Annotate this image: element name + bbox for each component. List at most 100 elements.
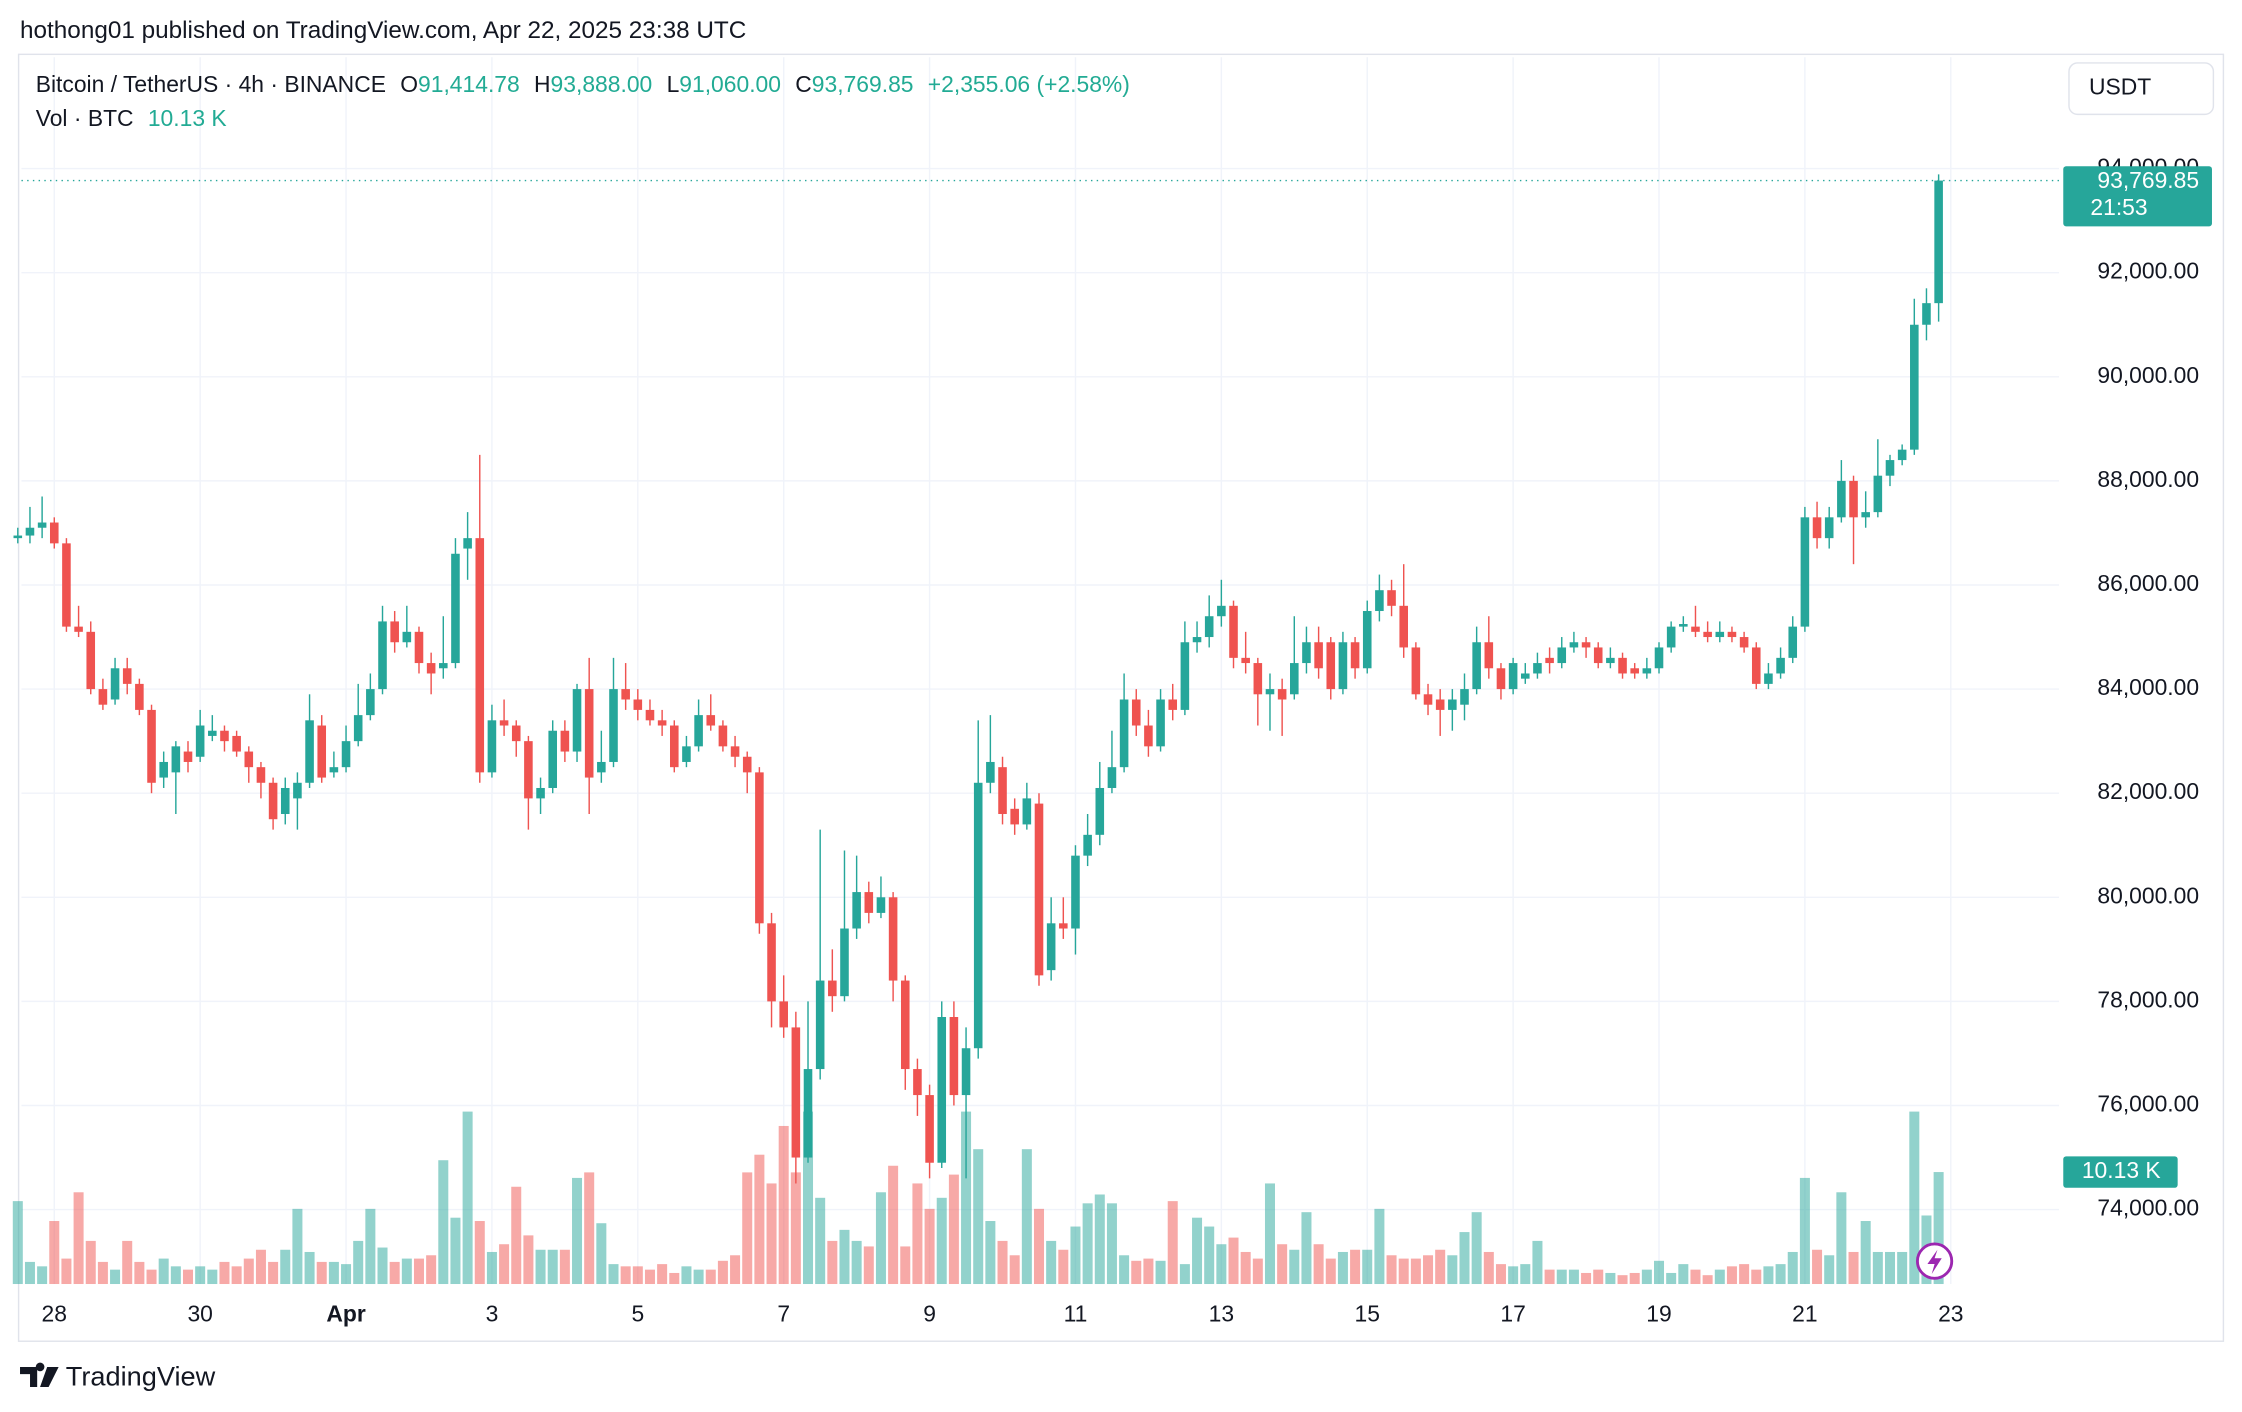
volume-bar <box>766 1183 777 1285</box>
volume-bar <box>1508 1266 1519 1285</box>
volume-bar <box>875 1192 886 1285</box>
volume-bar <box>24 1261 35 1285</box>
candle-body <box>706 715 716 726</box>
x-tick-label: 17 <box>1500 1301 1525 1327</box>
volume-bar <box>1702 1275 1713 1285</box>
candle-body <box>560 730 570 752</box>
candle-body <box>755 772 764 924</box>
x-tick-label: 5 <box>631 1301 644 1327</box>
volume-bar <box>1313 1244 1324 1285</box>
candle-body <box>548 730 558 788</box>
volume-bar <box>754 1154 765 1285</box>
x-tick-label: 28 <box>42 1301 67 1327</box>
volume-bar <box>280 1249 291 1285</box>
candle-body <box>925 1095 934 1163</box>
volume-bar <box>1094 1194 1105 1285</box>
candle-body <box>1873 475 1883 513</box>
volume-bar <box>1131 1260 1142 1285</box>
volume-bar <box>900 1246 911 1285</box>
candle-body <box>1703 631 1712 638</box>
volume-bar <box>1581 1272 1592 1285</box>
volume-bar <box>268 1261 279 1285</box>
volume-bar <box>1435 1249 1446 1285</box>
volume-legend: Vol · BTC 10.13 K <box>36 105 227 131</box>
y-tick-label: 88,000.00 <box>2097 466 2199 492</box>
candle-body <box>730 746 740 757</box>
volume-bar <box>134 1261 145 1285</box>
volume-bar <box>985 1221 996 1285</box>
candle-body <box>195 725 205 757</box>
candle-body <box>49 522 59 544</box>
volume-bar <box>158 1258 169 1285</box>
volume-bar <box>1690 1269 1701 1285</box>
volume-bar <box>1739 1264 1750 1285</box>
candle-body <box>1739 637 1749 648</box>
volume-bar <box>973 1149 984 1285</box>
logo-icon <box>20 1362 59 1387</box>
candle-body <box>256 767 266 783</box>
candle-body <box>1460 689 1469 705</box>
volume-bar <box>1884 1251 1896 1285</box>
volume-bar <box>1568 1269 1579 1285</box>
volume-bar <box>1046 1240 1057 1285</box>
close-label: C <box>795 71 812 97</box>
currency[interactable]: USDT <box>2089 74 2151 100</box>
candle-body <box>1095 787 1105 835</box>
volume-bar <box>1119 1255 1130 1285</box>
volume-bar <box>730 1255 741 1285</box>
candle-body <box>986 761 995 783</box>
candle-body <box>1338 642 1348 690</box>
volume-bar <box>1654 1260 1665 1285</box>
candle-body <box>876 897 886 913</box>
candle-body <box>1666 626 1676 648</box>
volume-bar <box>1179 1264 1190 1285</box>
volume-bar <box>37 1266 48 1285</box>
volume-bar <box>1167 1201 1178 1285</box>
candle-body <box>1059 923 1068 929</box>
candle-body <box>1168 699 1178 710</box>
volume-bar <box>377 1247 388 1285</box>
candle-body <box>1083 834 1092 856</box>
volume-bar <box>413 1258 424 1285</box>
volume-bar <box>961 1111 972 1285</box>
candle-body <box>1192 637 1202 643</box>
candle-body <box>572 689 582 752</box>
volume-bar <box>170 1266 181 1285</box>
low-label: L <box>667 71 680 97</box>
volume-bar <box>632 1266 643 1285</box>
candle-body <box>536 787 545 799</box>
volume-bar <box>1082 1203 1093 1285</box>
volume-bar <box>511 1186 522 1285</box>
volume-bar <box>547 1249 558 1285</box>
currency-button[interactable] <box>2068 62 2215 116</box>
volume-bar <box>1021 1149 1032 1285</box>
candle-body <box>584 689 594 778</box>
volume-bar <box>1666 1272 1677 1285</box>
y-tick-label: 82,000.00 <box>2097 778 2199 804</box>
candle-body <box>1156 699 1165 747</box>
change: +2,355.06 (+2.58%) <box>928 71 1130 97</box>
candle-body <box>1399 605 1409 648</box>
volume-bar <box>328 1261 339 1285</box>
candle-body <box>13 535 23 539</box>
candle-body <box>1727 631 1737 638</box>
candle-body <box>1885 460 1895 476</box>
low-value: 91,060.00 <box>679 71 781 97</box>
y-tick-label: 90,000.00 <box>2097 362 2199 388</box>
candle-body <box>852 892 861 929</box>
candle-body <box>1800 517 1810 627</box>
volume-bar <box>1264 1183 1275 1285</box>
candle-layer <box>13 174 1943 1184</box>
candle-body <box>159 761 168 778</box>
volume-bar <box>1362 1249 1373 1285</box>
y-tick-label: 80,000.00 <box>2097 882 2199 908</box>
volume-bar <box>1848 1251 1859 1285</box>
volume-bar <box>353 1240 364 1285</box>
volume-tag-label: 10.13 K <box>2082 1157 2161 1183</box>
volume-bar <box>851 1240 862 1285</box>
candle-body <box>815 980 825 1070</box>
candle-body <box>779 1001 788 1028</box>
candle-body <box>208 730 217 736</box>
candle-body <box>329 767 339 773</box>
volume-bar <box>195 1266 206 1285</box>
